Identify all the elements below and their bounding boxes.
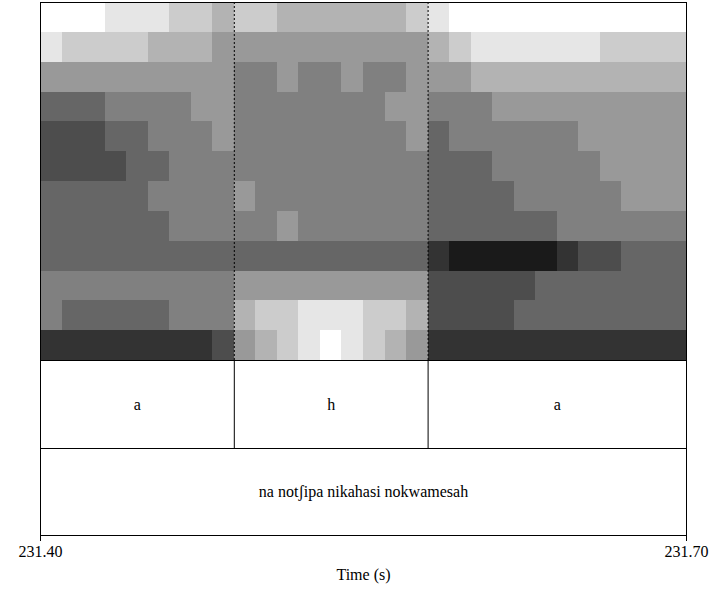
svg-text:Time (s): Time (s) xyxy=(336,566,390,584)
svg-text:h: h xyxy=(327,396,335,413)
svg-text:a: a xyxy=(554,396,561,413)
svg-text:231.40: 231.40 xyxy=(19,543,63,560)
svg-text:na notʃipa nikahasi nokwamesah: na notʃipa nikahasi nokwamesah xyxy=(259,483,468,501)
svg-text:a: a xyxy=(134,396,141,413)
svg-text:231.70: 231.70 xyxy=(665,543,709,560)
